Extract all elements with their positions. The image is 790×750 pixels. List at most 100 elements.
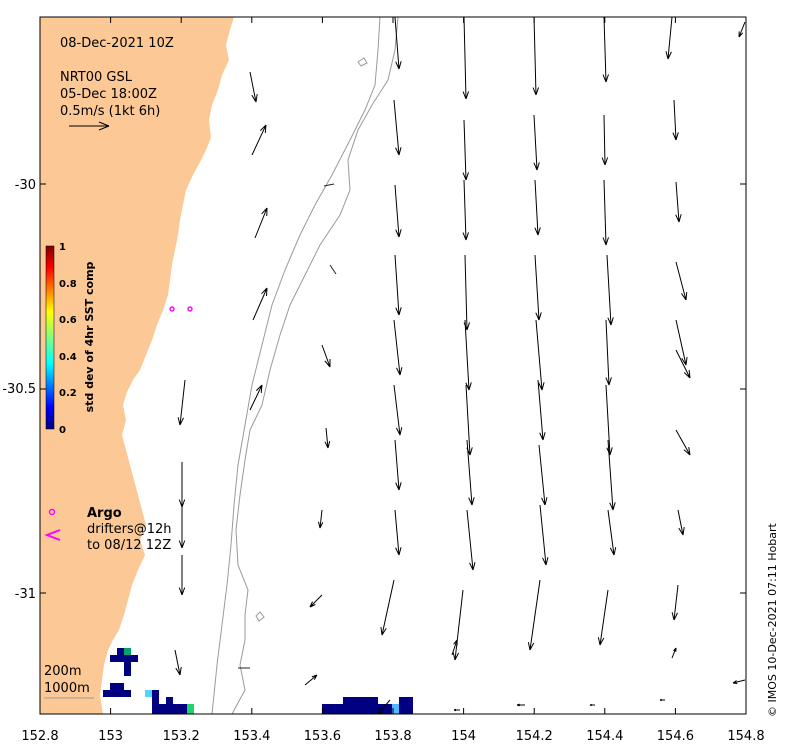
argo-legend-icon (48, 508, 56, 516)
current-vector-arrow (665, 17, 673, 60)
x-axis-labels: 152.8 153 153.2 153.4 153.6 153.8 154 15… (21, 729, 764, 744)
current-vector-arrow (249, 71, 258, 103)
reef-contour (323, 183, 335, 187)
current-vector-arrow (453, 708, 460, 712)
x-tick-label: 154.4 (586, 729, 623, 744)
isobath-legend: 200m 1000m (44, 664, 94, 699)
current-vectors (174, 17, 746, 714)
colorbar-title: std dev of 4hr SST comp (83, 261, 96, 412)
x-tick-label: 153.6 (304, 729, 341, 744)
info-block: 08-Dec-2021 10Z NRT00 GSL 05-Dec 18:00Z … (60, 36, 174, 131)
colorbar: 1 0.8 0.6 0.4 0.2 0 std dev of 4hr SST c… (45, 242, 96, 436)
current-vector-arrow (607, 439, 616, 511)
current-vector-arrow (249, 384, 263, 411)
current-vector-arrow (533, 114, 540, 171)
data-source: NRT00 GSL (60, 70, 133, 85)
current-vector-arrow (178, 498, 186, 549)
x-tick-label: 154.2 (516, 729, 553, 744)
x-tick-label: 153 (98, 729, 123, 744)
colorbar-tick-label: 0.6 (59, 315, 77, 326)
y-tick-label: -30.5 (2, 382, 36, 397)
isobath-1000m-label: 1000m (44, 681, 90, 696)
sst-stddev-pixels (103, 648, 413, 714)
drifter-legend-icon (44, 529, 61, 541)
current-vector-arrow (393, 319, 403, 376)
isobath-200m (211, 17, 381, 714)
current-vector-arrow (675, 181, 682, 223)
vector-scale-arrow (69, 121, 110, 131)
current-vector-arrow (452, 589, 464, 661)
isobath-1000m (231, 17, 399, 714)
colorbar-tick-label: 0.8 (59, 279, 77, 290)
current-vector-arrow (589, 703, 595, 707)
current-vector-arrow (527, 579, 541, 651)
current-vector-arrow (466, 439, 475, 506)
current-vector-arrow (602, 17, 609, 83)
y-tick-label: -30 (15, 178, 36, 193)
current-vector-arrow (462, 179, 469, 241)
argo-float-marker (187, 306, 193, 312)
current-vector-arrow (675, 349, 691, 379)
current-vector-arrow (466, 509, 476, 571)
current-vector-arrow (532, 17, 540, 96)
current-vector-arrow (380, 579, 395, 636)
current-vector-arrow (677, 509, 685, 536)
current-vector-arrow (602, 179, 609, 246)
current-vector-arrow (738, 21, 746, 38)
current-vector-arrow (607, 509, 617, 556)
current-vector-arrow (394, 439, 402, 491)
current-vector-arrow (534, 179, 541, 236)
current-vector-arrow (537, 379, 546, 441)
current-vector-arrow (538, 444, 548, 506)
x-tick-label: 153.8 (374, 729, 411, 744)
current-vector-arrow (671, 584, 679, 621)
current-vector-arrow (318, 509, 324, 529)
current-vector-arrow (174, 649, 182, 676)
imos-credit: © IMOS 10-Dec-2021 07:11 Hobart (766, 522, 779, 717)
current-vector-arrow (675, 429, 691, 456)
x-tick-label: 153.4 (233, 729, 270, 744)
drifter-legend-label: drifters@12h (87, 522, 172, 537)
current-vector-arrow (178, 555, 186, 596)
current-vector-arrow (606, 254, 614, 326)
current-vector-arrow (675, 261, 688, 301)
colorbar-tick-label: 0.4 (59, 352, 77, 363)
x-tick-label: 154 (451, 729, 476, 744)
x-tick-label: 154.6 (657, 729, 694, 744)
source-time: 05-Dec 18:00Z (60, 87, 157, 102)
current-vector-arrow (605, 319, 612, 386)
current-vector-arrow (377, 699, 391, 714)
colorbar-tick-label: 1 (59, 242, 66, 253)
current-vector-arrow (393, 99, 402, 156)
current-vector-arrow (462, 119, 469, 181)
vector-scale-label: 0.5m/s (1kt 6h) (60, 104, 160, 119)
current-vector-arrow (321, 344, 331, 368)
current-vector-arrow (732, 679, 746, 684)
y-tick-label: -31 (15, 587, 36, 602)
seamount-contour (357, 57, 368, 67)
current-vector-arrow (394, 184, 402, 238)
current-vector-arrow (535, 319, 545, 391)
legend: Argo drifters@12h to 08/12 12Z (44, 506, 172, 553)
current-vector-arrow (672, 99, 679, 141)
current-vector-arrow (462, 17, 470, 100)
drifter-legend-period: to 08/12 12Z (87, 538, 171, 553)
current-vector-arrow (324, 427, 331, 449)
isobath-200m-label: 200m (44, 664, 81, 679)
current-vector-arrow (451, 639, 458, 656)
current-vector-arrow (251, 124, 267, 156)
argo-float-marker (169, 306, 175, 312)
argo-legend-label: Argo (87, 506, 122, 521)
current-vector-arrow (177, 379, 186, 426)
map-timestamp: 08-Dec-2021 10Z (60, 36, 174, 51)
current-vector-arrow (601, 114, 609, 166)
current-vector-arrow (597, 589, 609, 646)
x-tick-label: 153.2 (163, 729, 200, 744)
current-vector-arrow (394, 254, 402, 316)
x-tick-label: 154.8 (727, 729, 764, 744)
current-vector-arrow (675, 319, 688, 366)
current-vector-arrow (252, 287, 268, 321)
x-tick-label: 152.8 (21, 729, 58, 744)
current-vector-arrow (394, 17, 402, 70)
